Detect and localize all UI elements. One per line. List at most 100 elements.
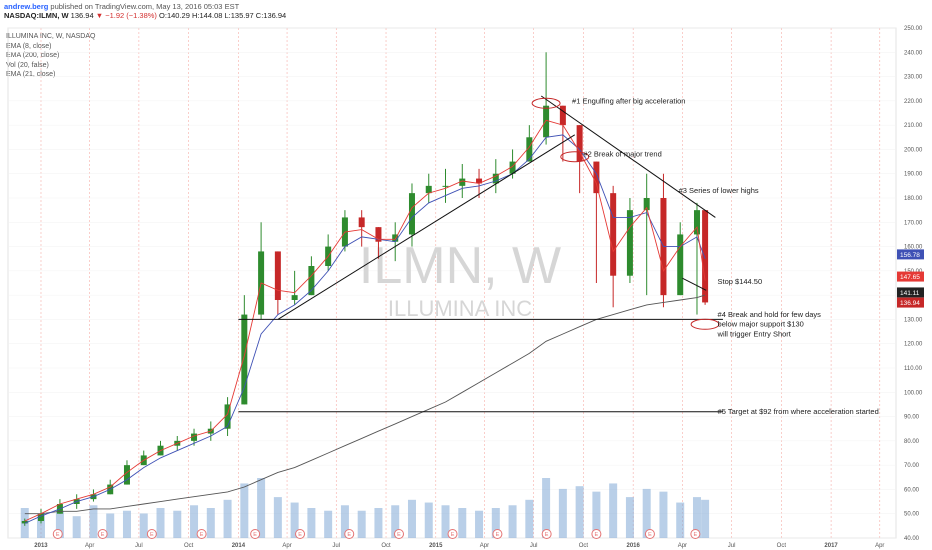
price-tag-box (897, 249, 924, 260)
volume-bar (575, 486, 584, 538)
volume-bar (475, 510, 484, 538)
volume-bar (122, 510, 131, 538)
earnings-marker: E (52, 529, 63, 539)
candle-body (408, 193, 415, 235)
y-tick-label: 50.00 (904, 512, 920, 518)
x-tick-label: 2016 (626, 543, 640, 549)
candle-body (375, 227, 382, 242)
price-tag-box (897, 271, 924, 282)
candle-body (509, 161, 516, 174)
x-tick-label: Apr (282, 543, 291, 549)
y-tick-label: 170.00 (904, 220, 923, 226)
earnings-label: E (200, 532, 204, 538)
axes: 2013 Apr Jul Oct 2014 Apr Jul Oct 2015 Apr Jul Oct 2… (34, 26, 924, 549)
candle-body (308, 266, 315, 296)
candle-body (476, 178, 483, 184)
y-tick-label: 190.00 (904, 172, 923, 178)
candle-body (425, 185, 432, 194)
earnings-marker: E (196, 529, 207, 539)
x-tick-label: Oct (184, 543, 194, 549)
y-tick-label: 40.00 (904, 536, 920, 542)
candle-body (593, 161, 600, 194)
candle-body (459, 178, 466, 186)
x-tick-label: 2017 (824, 543, 838, 549)
x-tick-label: 2015 (429, 543, 443, 549)
candle-body (392, 234, 399, 242)
ema21-line (24, 134, 706, 524)
rising-trendline (277, 134, 576, 320)
x-tick-label: Oct (381, 543, 391, 549)
x-tick-label: 2014 (232, 543, 246, 549)
candle-body (442, 185, 449, 187)
falling-trendline (540, 95, 716, 218)
volume-bar (257, 478, 266, 538)
y-tick-label: 110.00 (904, 366, 923, 372)
volume-bars (20, 478, 710, 538)
volume-bar (542, 478, 551, 538)
annotations: #1 Engulfing after big acceleration #2 Br… (572, 96, 879, 416)
published-text: published on TradingView.com, May 13, 20… (50, 2, 240, 11)
volume-bar (592, 491, 601, 538)
support-break-circle (690, 318, 720, 330)
y-tick-label: 60.00 (904, 487, 920, 493)
earnings-circle (295, 529, 306, 539)
earnings-circle (196, 529, 207, 539)
volume-bar (324, 510, 333, 538)
earnings-label: E (397, 532, 401, 538)
earnings-circle (541, 529, 552, 539)
volume-bar (36, 513, 45, 538)
legend-title: ILLUMINA INC, W, NASDAQ (6, 33, 96, 40)
earnings-marker: E (447, 529, 458, 539)
legend-ema8[interactable]: EMA (8, close) (6, 42, 52, 50)
annotation-text: below major support $130 (718, 320, 804, 329)
earnings-label: E (648, 532, 652, 538)
annotation-text: #2 Break of major trend (583, 150, 661, 159)
price-tag-box (897, 297, 924, 308)
price-tag-label: 156.78 (900, 252, 920, 259)
moving-averages (24, 119, 706, 524)
earnings-marker: E (295, 529, 306, 539)
earnings-circle (394, 529, 405, 539)
candle-body (610, 193, 617, 276)
annotation-text: #5 Target at $92 from where acceleration… (718, 407, 879, 416)
y-tick-label: 100.00 (904, 390, 923, 396)
x-tick-label: Apr (85, 543, 94, 549)
author-name[interactable]: andrew.berg (4, 2, 49, 11)
candle-body (677, 234, 684, 296)
legend-ema200[interactable]: EMA (200, close) (6, 52, 60, 59)
earnings-label: E (150, 532, 154, 538)
x-tick-label: Jul (530, 543, 538, 549)
price-tag-label: 136.94 (900, 300, 920, 307)
symbol-line: NASDAQ:ILMN, W 136.94 ▼ −1.92 (−1.38%) O… (4, 11, 286, 20)
y-tick-label: 130.00 (904, 317, 923, 323)
earnings-label: E (347, 532, 351, 538)
earnings-circle (492, 529, 503, 539)
earnings-marker: E (492, 529, 503, 539)
legend-ema21[interactable]: EMA (21, close) (6, 71, 56, 78)
earnings-circle (644, 529, 655, 539)
candle-body (626, 210, 633, 276)
volume-bar (106, 513, 115, 538)
volume-bar (701, 499, 710, 538)
annotation-text: #3 Series of lower highs (679, 186, 759, 195)
watermark-ticker: ILMN, W (359, 237, 561, 295)
volume-bar (340, 505, 349, 538)
earnings-marker: E (394, 529, 405, 539)
volume-bar (407, 499, 416, 538)
x-tick-label: Apr (678, 543, 687, 549)
y-tick-label: 220.00 (904, 99, 923, 105)
ohlc-values: O:140.29 H:144.08 L:135.97 C:136.94 (159, 11, 287, 20)
candle-body (358, 217, 365, 228)
x-tick-label: Jul (728, 543, 736, 549)
drawings (238, 95, 723, 413)
price-chart[interactable]: ILMN, W ILLUMINA INC #1 Engulfing after … (0, 20, 932, 550)
y-tick-label: 70.00 (904, 463, 920, 469)
earnings-circle (52, 529, 63, 539)
earnings-circle (97, 529, 108, 539)
y-tick-label: 210.00 (904, 123, 923, 129)
legend-vol[interactable]: Vol (20, false) (6, 61, 49, 69)
y-tick-label: 250.00 (904, 26, 923, 32)
earnings-label: E (451, 532, 455, 538)
earnings-circle (344, 529, 355, 539)
break-circle (560, 151, 590, 163)
